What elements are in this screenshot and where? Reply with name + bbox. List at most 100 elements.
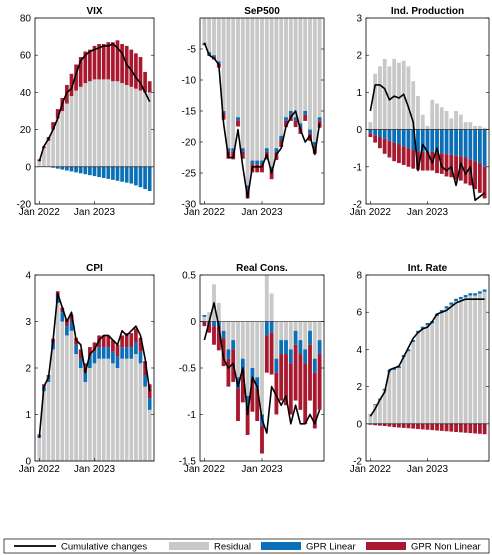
gpr-linear-bar	[439, 129, 444, 154]
y-tick-label: -25	[182, 169, 197, 180]
gpr-linear-bar	[226, 349, 231, 359]
gpr-linear-bar	[120, 347, 124, 359]
gpr-nonlinear-bar	[468, 423, 473, 434]
chart-title: Int. Rate	[408, 263, 448, 274]
gpr-linear-bar	[293, 117, 298, 121]
gpr-linear-bar	[255, 160, 260, 165]
gpr-linear-bar	[458, 129, 463, 157]
gpr-nonlinear-bar	[284, 354, 288, 406]
residual-bar	[303, 18, 308, 111]
residual-bar	[134, 88, 138, 167]
residual-bar	[231, 18, 236, 149]
residual-bar	[392, 58, 397, 130]
residual-bar	[454, 111, 458, 130]
gpr-nonlinear-bar	[88, 49, 92, 82]
gpr-nonlinear-bar	[240, 369, 245, 403]
gpr-nonlinear-bar	[373, 135, 378, 143]
gpr-linear-bar	[392, 368, 397, 370]
residual-bar	[416, 332, 420, 424]
residual-bar	[138, 90, 143, 167]
gpr-nonlinear-bar	[51, 122, 55, 130]
residual-bar	[401, 356, 406, 424]
y-tick-label: -5	[187, 45, 196, 56]
gpr-nonlinear-bar	[382, 138, 387, 154]
residual-bar	[303, 321, 308, 350]
gpr-linear-bar	[88, 166, 92, 176]
gpr-nonlinear-bar	[207, 323, 212, 333]
gpr-linear-bar	[298, 340, 303, 355]
gpr-linear-bar	[101, 166, 106, 178]
gpr-linear-bar	[221, 330, 226, 339]
residual-bar	[106, 79, 111, 167]
residual-bar	[269, 293, 274, 322]
gpr-linear-bar	[240, 358, 245, 370]
gpr-nonlinear-bar	[458, 423, 463, 433]
gpr-nonlinear-bar	[129, 333, 134, 348]
gpr-nonlinear-bar	[88, 347, 92, 357]
residual-bar	[425, 125, 430, 130]
residual-bar	[115, 368, 120, 461]
y-tick-label: -15	[182, 107, 197, 118]
residual-bar	[236, 18, 240, 118]
gpr-linear-bar	[69, 166, 74, 172]
residual-bar	[449, 118, 454, 130]
gpr-nonlinear-bar	[298, 354, 303, 410]
residual-bar	[74, 354, 78, 461]
gpr-linear-bar	[65, 166, 69, 171]
gpr-linear-bar	[88, 356, 92, 368]
residual-bar	[458, 114, 463, 130]
y-tick-label: -2	[353, 200, 362, 211]
gpr-nonlinear-bar	[406, 423, 411, 429]
residual-bar	[207, 312, 212, 322]
residual-bar	[101, 79, 106, 167]
residual-bar	[308, 18, 312, 130]
gpr-nonlinear-bar	[260, 164, 264, 173]
gpr-linear-bar	[411, 340, 416, 342]
gpr-nonlinear-bar	[65, 319, 69, 327]
y-tick-label: 0	[25, 162, 31, 173]
gpr-linear-bar	[425, 129, 430, 152]
gpr-linear-bar	[202, 314, 207, 317]
residual-bar	[147, 92, 152, 167]
gpr-nonlinear-bar	[55, 109, 60, 119]
gpr-nonlinear-bar	[425, 151, 430, 171]
gpr-linear-bar	[444, 306, 449, 309]
residual-bar	[439, 107, 444, 130]
gpr-nonlinear-bar	[106, 42, 111, 80]
residual-bar	[240, 321, 245, 359]
gpr-nonlinear-bar	[420, 151, 425, 171]
residual-bar	[298, 321, 303, 341]
gpr-nonlinear-bar	[473, 423, 478, 434]
residual-bar	[411, 341, 416, 424]
gpr-nonlinear-bar	[260, 425, 264, 454]
gpr-linear-bar	[138, 351, 143, 364]
gpr-nonlinear-bar	[368, 423, 373, 425]
residual-bar	[279, 18, 284, 136]
residual-bar	[51, 129, 55, 167]
gpr-nonlinear-bar	[69, 314, 74, 322]
chart-panel-0: VIX -20 0 20 40 60 80 Jan 2022 Jan 2023	[17, 6, 155, 218]
residual-bar	[74, 90, 78, 167]
gpr-nonlinear-bar	[368, 133, 373, 138]
gpr-linear-bar	[458, 296, 463, 300]
x-tick-label: Jan 2022	[350, 464, 392, 475]
gpr-nonlinear-bar	[420, 423, 425, 430]
gpr-nonlinear-bar	[473, 161, 478, 190]
residual-bar	[143, 92, 147, 167]
gpr-nonlinear-bar	[308, 344, 312, 401]
gpr-nonlinear-bar	[69, 73, 74, 97]
y-tick-label: 1	[25, 410, 31, 421]
gpr-linear-bar	[124, 166, 129, 183]
gpr-linear-bar	[264, 321, 269, 336]
gpr-linear-bar	[288, 111, 293, 115]
residual-bar	[37, 161, 42, 167]
residual-bar	[293, 321, 298, 331]
y-tick-label: 0	[25, 457, 31, 468]
gpr-linear-bar	[216, 61, 221, 64]
gpr-nonlinear-bar	[454, 155, 458, 180]
x-tick-label: Jan 2023	[74, 207, 116, 218]
y-tick-label: -20	[182, 138, 197, 149]
gpr-linear-bar	[83, 372, 88, 382]
gpr-linear-bar	[74, 166, 78, 173]
residual-bar	[138, 363, 143, 461]
